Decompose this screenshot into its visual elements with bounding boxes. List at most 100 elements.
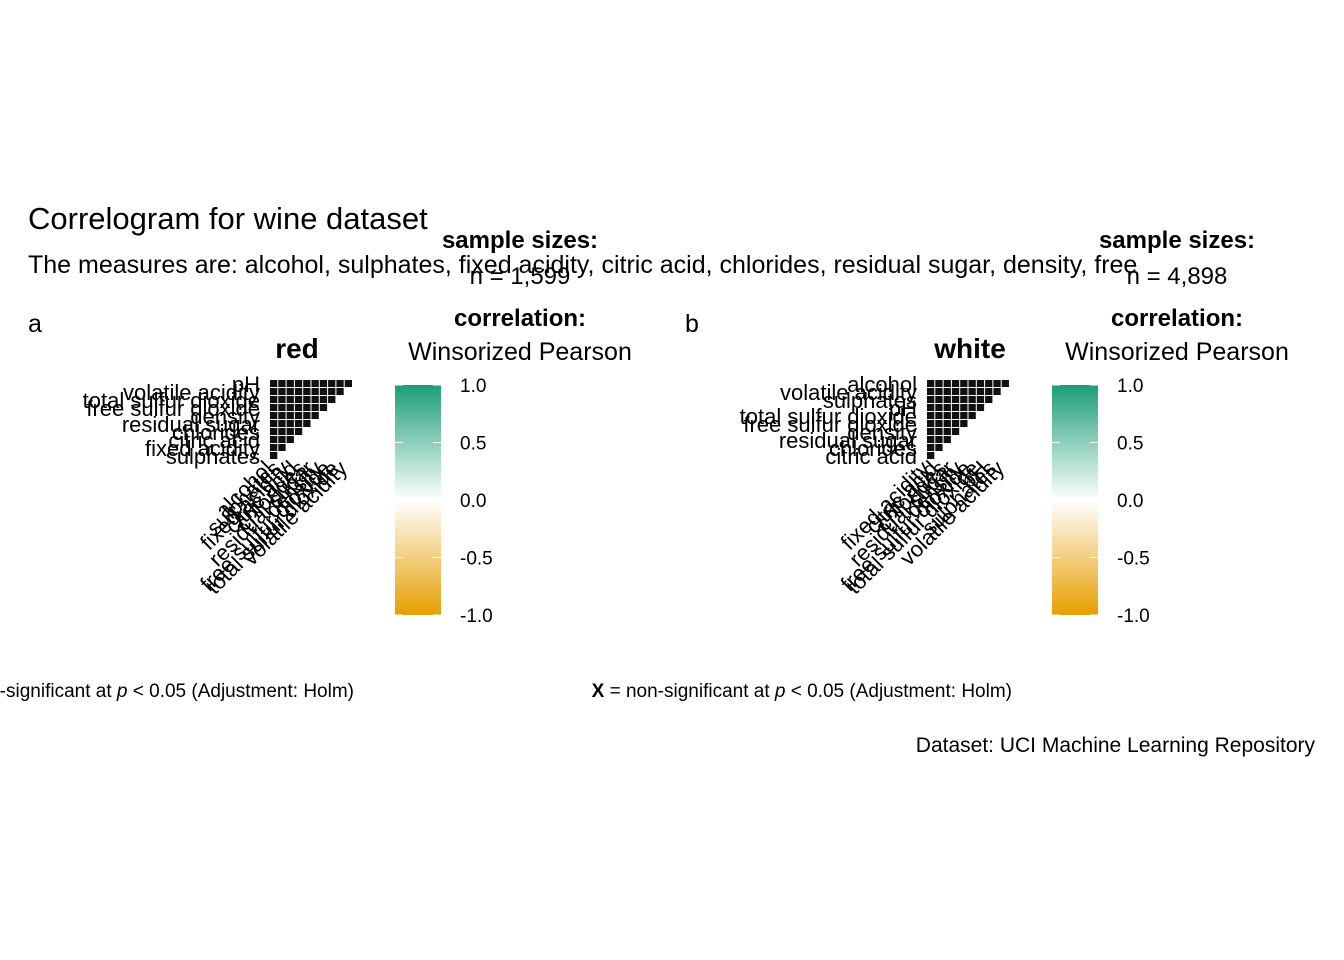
footnote-text: < 0.05 (Adjustment: Holm) bbox=[127, 681, 354, 702]
heatmap-cell bbox=[270, 452, 278, 459]
heatmap-cell bbox=[270, 404, 278, 411]
colorbar-label: 1.0 bbox=[460, 376, 486, 397]
heatmap-cell bbox=[927, 396, 935, 403]
heatmap-cell bbox=[278, 404, 286, 411]
heatmap-cell bbox=[303, 404, 311, 411]
legend-title: correlation: bbox=[454, 305, 586, 332]
heatmap-cell bbox=[968, 412, 976, 419]
heatmap-cell bbox=[270, 444, 278, 451]
heatmap-cell bbox=[943, 388, 951, 395]
heatmap-cell bbox=[278, 412, 286, 419]
heatmap-cell bbox=[336, 388, 344, 395]
plot-title: Correlogram for wine dataset bbox=[28, 201, 428, 236]
heatmap-cell bbox=[976, 396, 985, 403]
heatmap-cell bbox=[278, 436, 286, 443]
heatmap-cell bbox=[927, 388, 935, 395]
heatmap-cell bbox=[344, 380, 352, 387]
legend-title: sample sizes: bbox=[442, 227, 598, 254]
heatmap-cell bbox=[960, 388, 968, 395]
heatmap-cell bbox=[286, 428, 294, 435]
y-tick-label: residual sugar bbox=[122, 412, 260, 437]
y-tick-label: pH bbox=[232, 372, 260, 397]
colorbar-label: 0.0 bbox=[1117, 491, 1143, 512]
heatmap-cell bbox=[303, 396, 311, 403]
heatmap-cell bbox=[328, 380, 336, 387]
heatmap-cell bbox=[270, 420, 278, 427]
heatmap-cell bbox=[294, 396, 303, 403]
y-tick-label: chlorides bbox=[172, 420, 260, 445]
colorbar-label: -0.5 bbox=[1117, 549, 1150, 570]
legend-title: correlation: bbox=[1111, 305, 1243, 332]
footnote-symbol: X bbox=[592, 681, 605, 702]
heatmap-cell bbox=[286, 388, 294, 395]
heatmap-cell bbox=[927, 380, 935, 387]
heatmap-cell bbox=[935, 396, 943, 403]
footnote-text: = non-significant at bbox=[0, 681, 117, 702]
heatmap-cell bbox=[286, 436, 294, 443]
heatmap-cell bbox=[935, 404, 943, 411]
heatmap-cell bbox=[927, 428, 935, 435]
y-tick-label: sulphates bbox=[166, 444, 260, 469]
heatmap-cell bbox=[960, 380, 968, 387]
heatmap-cell bbox=[943, 436, 951, 443]
heatmap-cell bbox=[311, 404, 319, 411]
heatmap-cell bbox=[927, 436, 935, 443]
colorbar-label: -1.0 bbox=[460, 606, 493, 627]
heatmap-cell bbox=[951, 412, 960, 419]
heatmap-cell bbox=[943, 420, 951, 427]
heatmap-cell bbox=[951, 396, 960, 403]
footnote-text: = non-significant at bbox=[604, 681, 775, 702]
heatmap-cell bbox=[303, 380, 311, 387]
heatmap-cell bbox=[278, 388, 286, 395]
heatmap-cell bbox=[294, 428, 303, 435]
heatmap-cell bbox=[336, 380, 344, 387]
panel-title: red bbox=[275, 333, 319, 364]
heatmap-cell bbox=[319, 404, 328, 411]
colorbar-label: -1.0 bbox=[1117, 606, 1150, 627]
colorbar-label: 0.5 bbox=[460, 434, 486, 455]
heatmap-cell bbox=[951, 404, 960, 411]
footnote-text: < 0.05 (Adjustment: Holm) bbox=[785, 681, 1012, 702]
heatmap-cell bbox=[270, 436, 278, 443]
y-tick-label: volatile acidity bbox=[123, 380, 260, 405]
heatmap-cell bbox=[270, 388, 278, 395]
heatmap-cell bbox=[951, 388, 960, 395]
y-tick-label: sulphates bbox=[823, 388, 917, 413]
heatmap-cell bbox=[328, 388, 336, 395]
heatmap-cell bbox=[951, 420, 960, 427]
heatmap-cell bbox=[935, 412, 943, 419]
legend-text: n = 1,599 bbox=[470, 263, 571, 290]
heatmap-cell bbox=[968, 388, 976, 395]
heatmap-cell bbox=[286, 404, 294, 411]
heatmap-cell bbox=[951, 380, 960, 387]
heatmap-cell bbox=[935, 388, 943, 395]
footnote-p: p bbox=[116, 681, 128, 702]
heatmap-cell bbox=[927, 444, 935, 451]
plot-subtitle: The measures are: alcohol, sulphates, fi… bbox=[28, 251, 1137, 279]
heatmap-cell bbox=[976, 404, 985, 411]
heatmap-cell bbox=[960, 396, 968, 403]
heatmap-cell bbox=[278, 396, 286, 403]
y-tick-label: density bbox=[847, 420, 917, 445]
heatmap-cell bbox=[968, 404, 976, 411]
heatmap-cell bbox=[311, 380, 319, 387]
heatmap-cell bbox=[270, 380, 278, 387]
y-tick-label: free sulfur dioxide bbox=[743, 412, 917, 437]
heatmap-cell bbox=[976, 380, 985, 387]
heatmap-cell bbox=[976, 388, 985, 395]
heatmap-cell bbox=[286, 396, 294, 403]
footnote-p: p bbox=[774, 681, 786, 702]
y-tick-label: chlorides bbox=[829, 436, 917, 461]
legend-title: sample sizes: bbox=[1099, 227, 1255, 254]
legend-text: Winsorized Pearson bbox=[1065, 338, 1289, 366]
heatmap-cell bbox=[935, 380, 943, 387]
heatmap-cell bbox=[993, 380, 1001, 387]
colorbar-label: 0.5 bbox=[1117, 434, 1143, 455]
heatmap-cell bbox=[935, 436, 943, 443]
heatmap-cell bbox=[294, 380, 303, 387]
y-tick-label: fixed acidity bbox=[145, 436, 260, 461]
heatmap-cell bbox=[927, 452, 935, 459]
legend-text: n = 4,898 bbox=[1127, 263, 1228, 290]
heatmap-cell bbox=[286, 412, 294, 419]
y-tick-label: total sulfur dioxide bbox=[83, 388, 260, 413]
